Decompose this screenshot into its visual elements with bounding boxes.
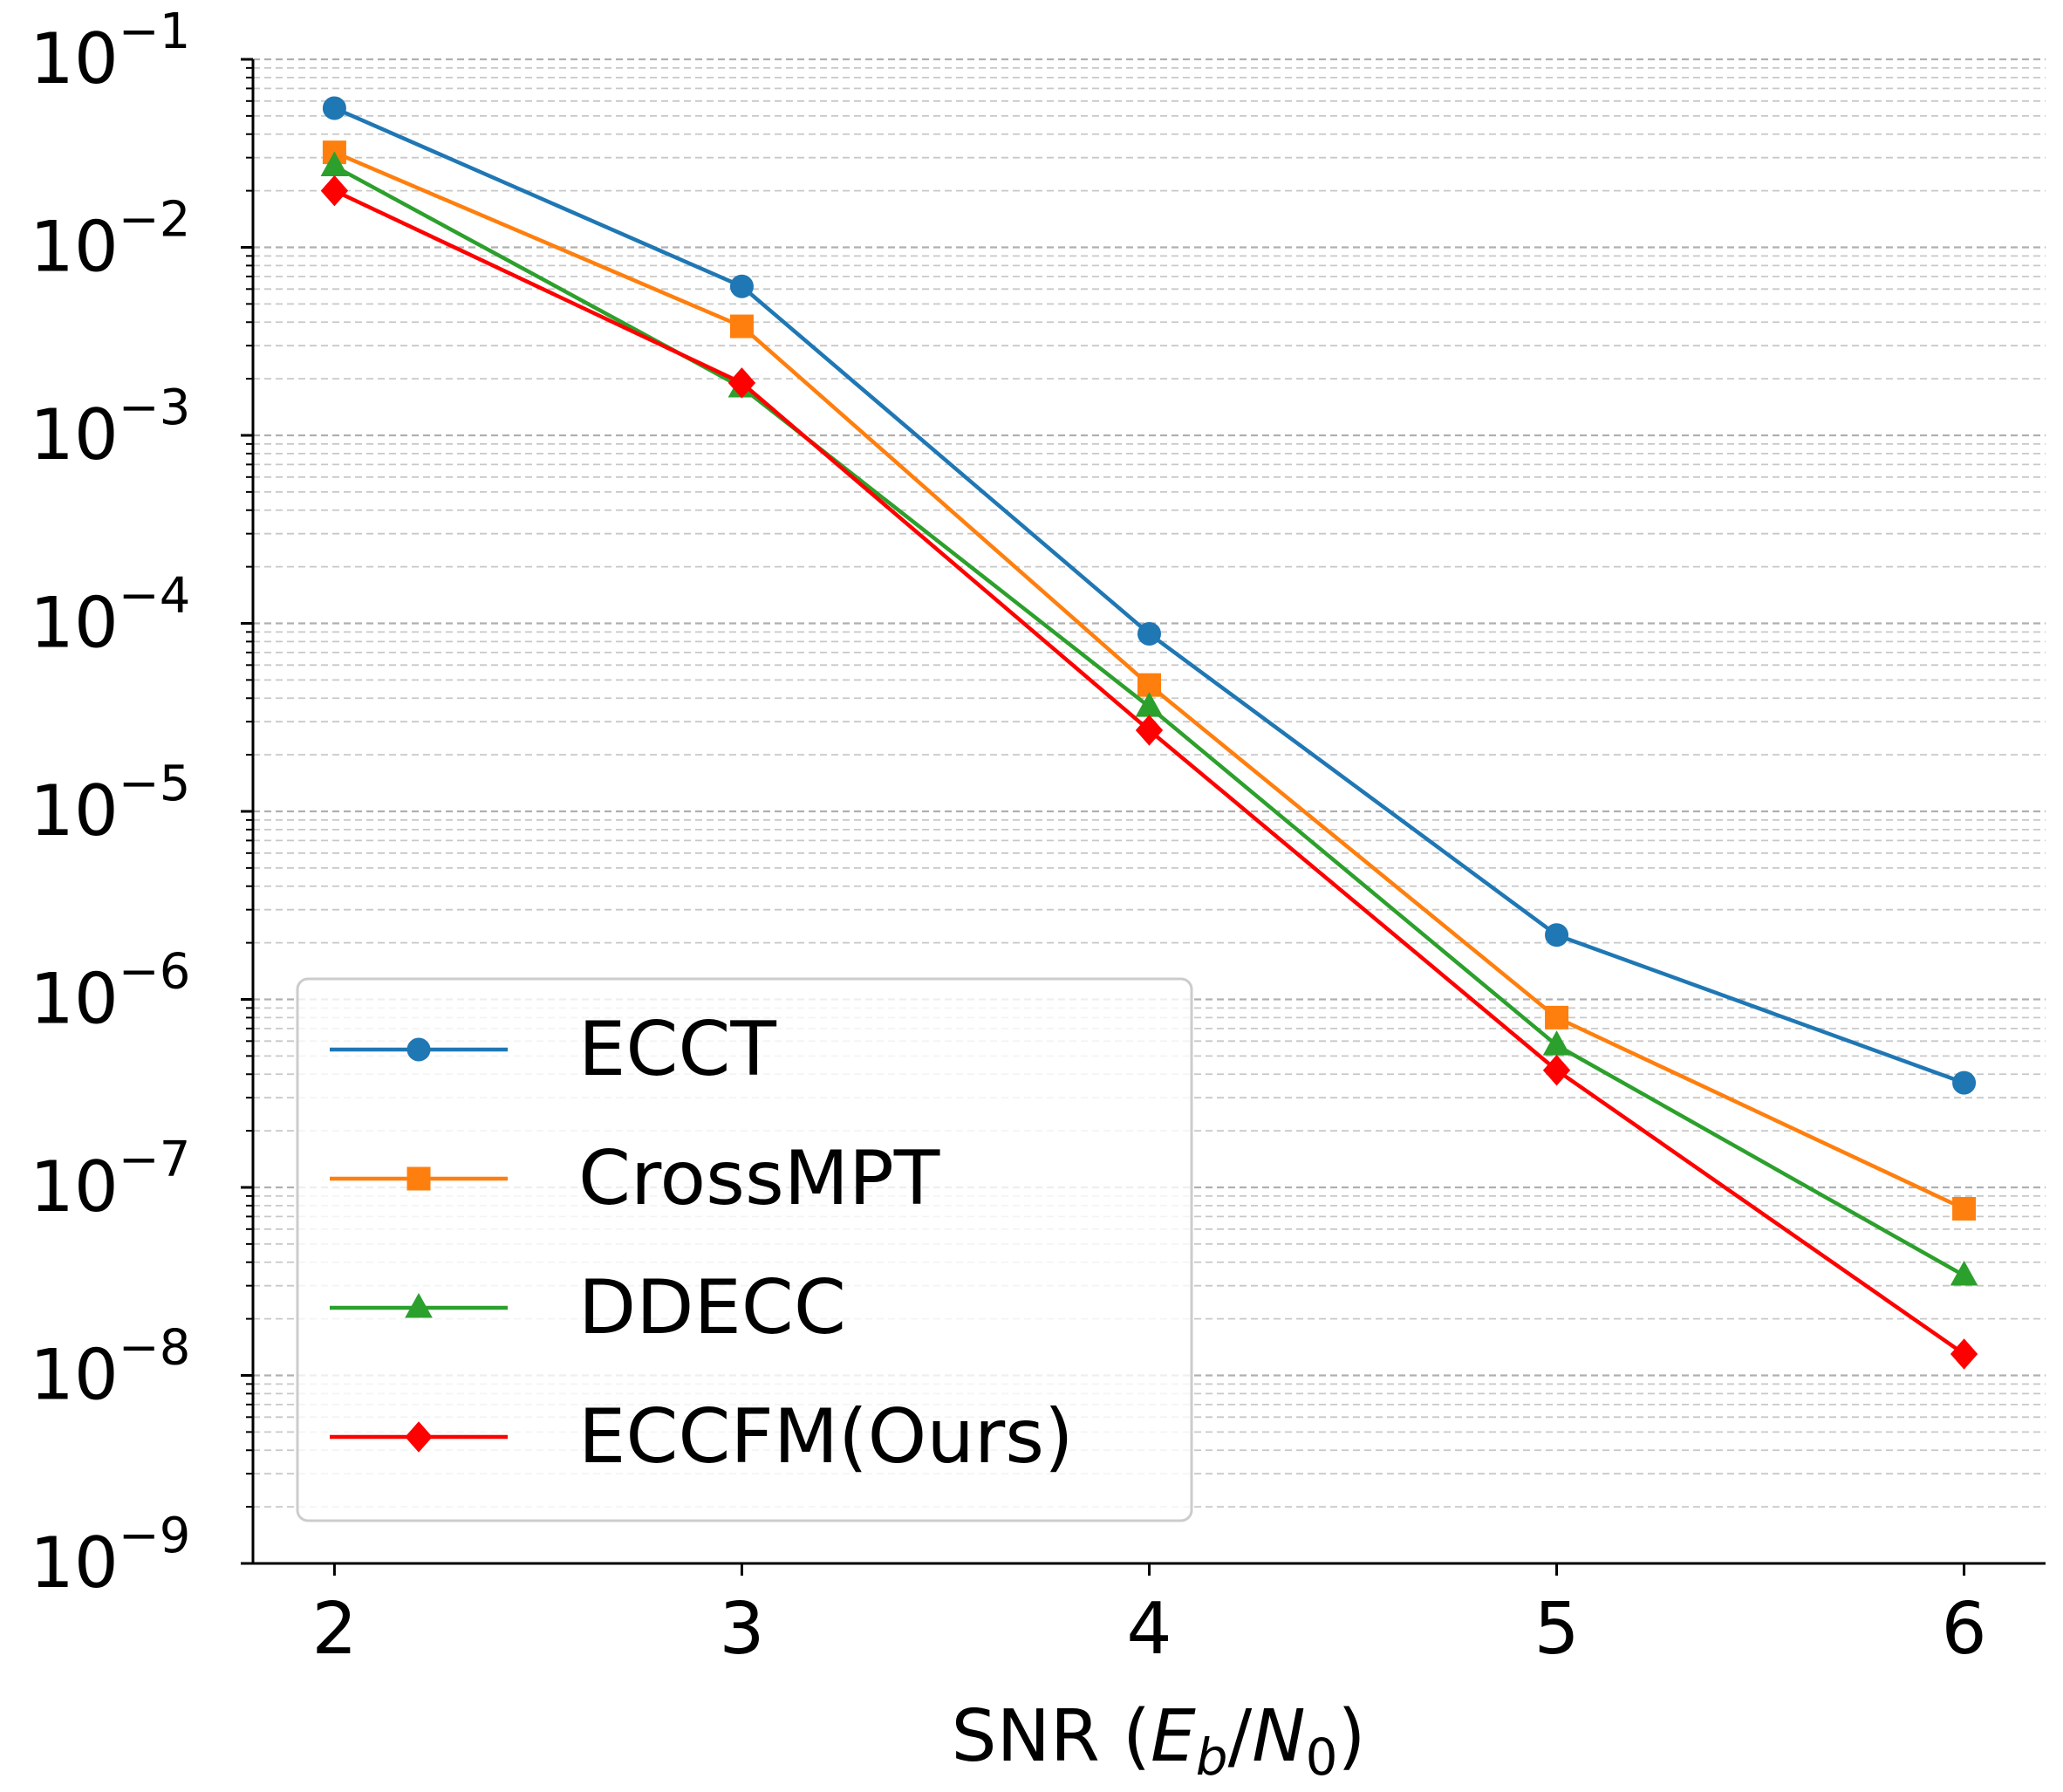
- legend-frame: [296, 977, 1193, 1522]
- series-lines: [320, 96, 1978, 1370]
- y-tick-label: 10−3: [30, 380, 190, 475]
- y-tick-label: 10−2: [30, 192, 190, 288]
- y-tick-base: 10: [30, 583, 119, 664]
- y-tick-base: 10: [30, 1522, 119, 1604]
- y-tick-base: 10: [30, 1146, 119, 1228]
- legend: ECCT CrossMPT DDECC ECCFM(Ours): [296, 977, 1193, 1522]
- data-point-marker: [1545, 923, 1569, 947]
- x-tick-label: 3: [719, 1588, 764, 1671]
- legend-label: DDECC: [578, 1264, 846, 1351]
- y-tick-exponent: −6: [119, 944, 191, 1001]
- data-point-marker: [1950, 1260, 1978, 1286]
- data-point-marker: [1545, 1005, 1569, 1029]
- x-axis-label-slash: /: [1228, 1695, 1253, 1778]
- y-tick-label: 10−7: [30, 1132, 190, 1228]
- data-point-marker: [1950, 1338, 1978, 1370]
- legend-label: ECCFM(Ours): [578, 1393, 1074, 1481]
- data-point-marker: [1542, 1054, 1571, 1086]
- y-tick-exponent: −7: [119, 1132, 191, 1188]
- data-point-marker: [1952, 1070, 1977, 1095]
- legend-label: CrossMPT: [578, 1135, 940, 1222]
- y-tick-exponent: −1: [119, 3, 191, 60]
- y-tick-base: 10: [30, 770, 119, 852]
- x-tick-labels: 2 3 4 5 6: [311, 1588, 1986, 1671]
- data-point-marker: [728, 367, 756, 399]
- data-point-marker: [729, 274, 754, 298]
- data-point-marker: [1542, 1030, 1571, 1056]
- y-tick-exponent: −3: [119, 380, 191, 436]
- x-tick-label: 5: [1534, 1588, 1579, 1671]
- y-tick-base: 10: [30, 1335, 119, 1416]
- y-tick-exponent: −9: [119, 1508, 191, 1564]
- x-axis-label-e: E: [1151, 1695, 1196, 1778]
- x-axis-label-n: N: [1252, 1695, 1305, 1778]
- legend-label: ECCT: [578, 1006, 776, 1093]
- y-tick-label: 10−9: [30, 1508, 190, 1604]
- x-axis-label-zero: 0: [1306, 1727, 1338, 1787]
- data-point-marker: [320, 174, 349, 207]
- y-tick-label: 10−1: [30, 3, 190, 99]
- y-tick-exponent: −8: [119, 1320, 191, 1377]
- y-tick-labels: 10−110−210−310−410−510−610−710−810−9: [30, 3, 190, 1604]
- y-tick-exponent: −2: [119, 192, 191, 249]
- y-tick-label: 10−5: [30, 756, 190, 852]
- series-line-ecct: [333, 106, 1965, 1085]
- y-tick-base: 10: [30, 207, 119, 288]
- y-tick-label: 10−8: [30, 1320, 190, 1416]
- axes: [241, 58, 2046, 1576]
- x-axis-label-suffix: ): [1337, 1695, 1365, 1778]
- x-tick-label: 6: [1942, 1588, 1987, 1671]
- x-axis-label-prefix: SNR (: [952, 1695, 1151, 1778]
- x-axis-label: SNR (Eb/N0): [952, 1695, 1366, 1787]
- y-tick-base: 10: [30, 959, 119, 1040]
- y-tick-label: 10−4: [30, 568, 190, 664]
- data-point-marker: [322, 96, 346, 120]
- y-tick-base: 10: [30, 18, 119, 99]
- y-tick-base: 10: [30, 394, 119, 475]
- x-axis-label-b: b: [1196, 1727, 1228, 1787]
- x-tick-label: 2: [311, 1588, 357, 1671]
- legend-marker: [405, 1292, 433, 1318]
- y-tick-exponent: −4: [119, 568, 191, 625]
- x-tick-label: 4: [1126, 1588, 1172, 1671]
- y-tick-exponent: −5: [119, 756, 191, 812]
- legend-marker: [406, 1037, 431, 1062]
- data-point-marker: [1952, 1196, 1977, 1221]
- legend-marker: [406, 1166, 431, 1191]
- data-point-marker: [1137, 621, 1161, 646]
- data-point-marker: [729, 314, 754, 339]
- legend-marker: [405, 1421, 433, 1453]
- data-point-marker: [1135, 715, 1164, 746]
- y-tick-label: 10−6: [30, 944, 190, 1040]
